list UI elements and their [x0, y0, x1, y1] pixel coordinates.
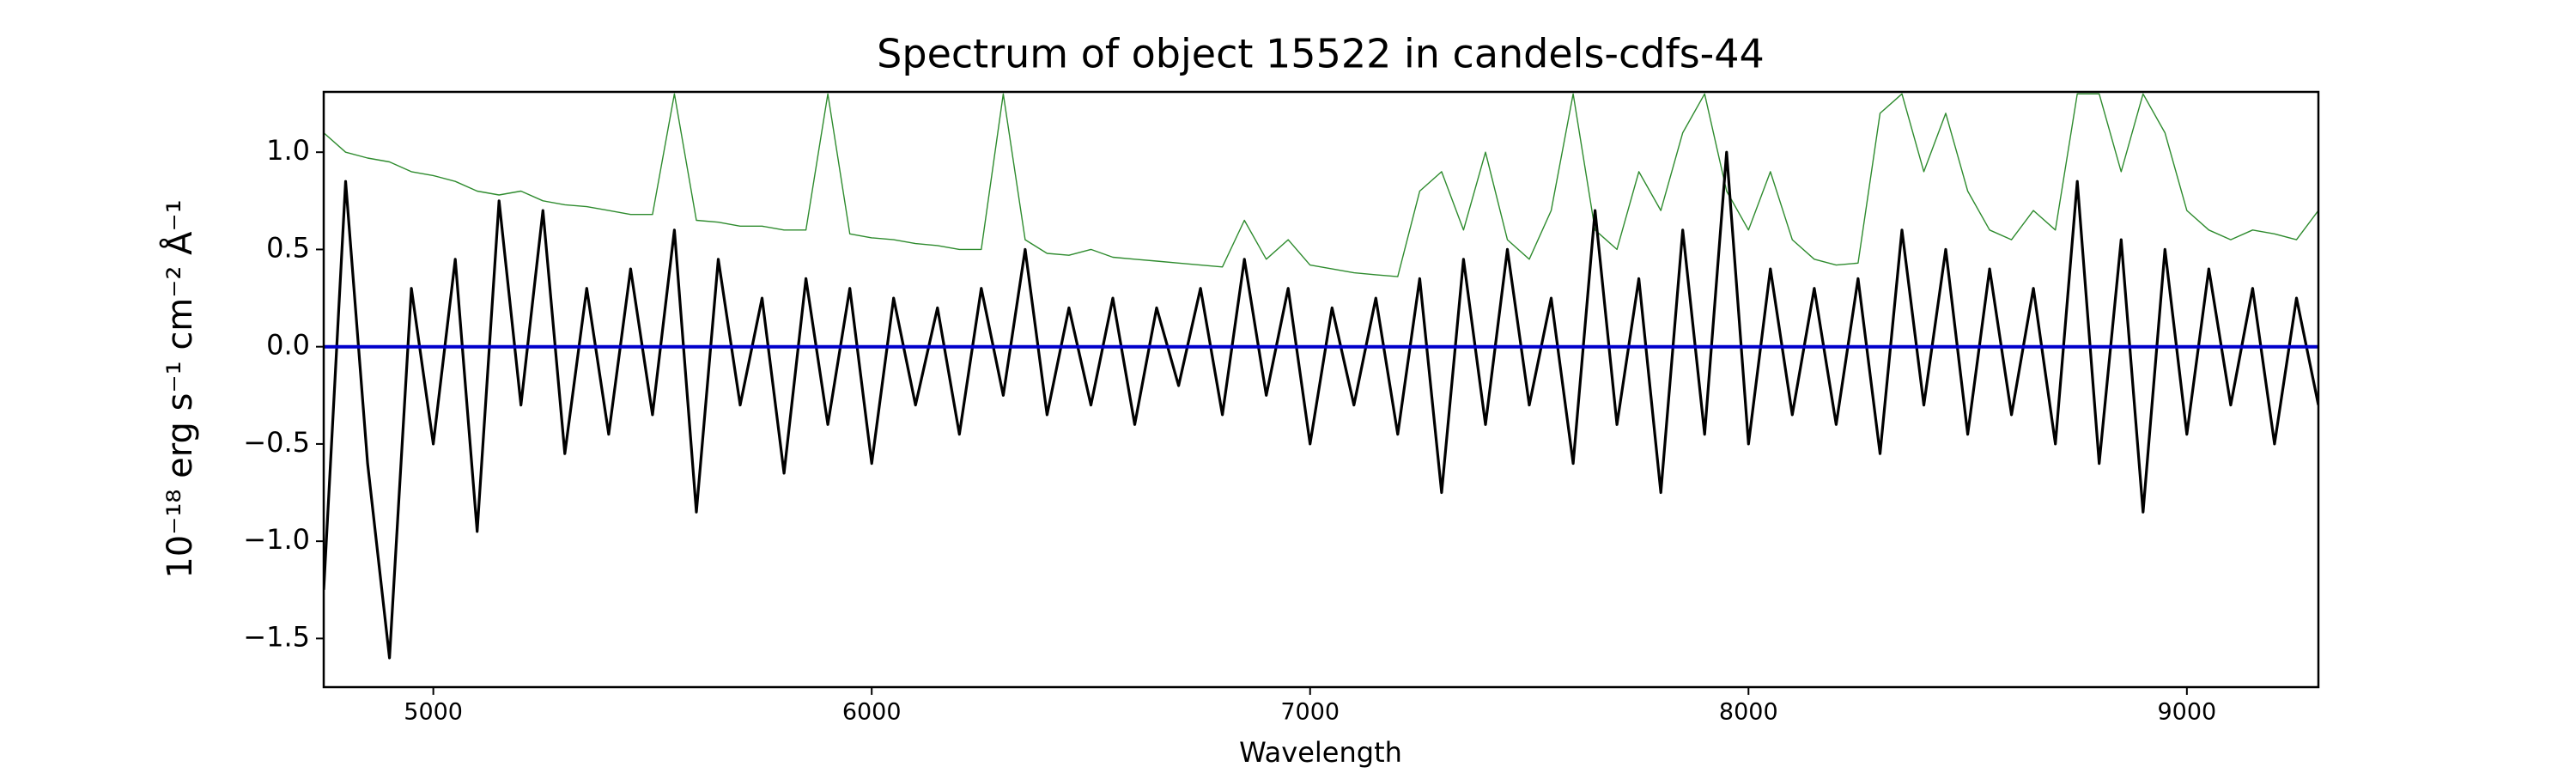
- spectrum-line: [324, 93, 2318, 277]
- y-tick-label: 0.0: [266, 329, 310, 362]
- x-tick-label: 5000: [404, 699, 463, 726]
- x-tick-label: 7000: [1280, 699, 1340, 726]
- axes-frame: [322, 90, 2320, 689]
- x-axis-label: Wavelength: [1239, 736, 1402, 769]
- y-axis-label: 10⁻¹⁸ erg s⁻¹ cm⁻² Å⁻¹: [159, 199, 200, 578]
- y-tick-label: −1.5: [243, 620, 310, 653]
- x-tick-label: 9000: [2157, 699, 2216, 726]
- spectrum-line: [324, 150, 2318, 660]
- x-tick-label: 8000: [1719, 699, 1778, 726]
- y-tick-label: 1.0: [266, 134, 310, 167]
- chart-title: Spectrum of object 15522 in candels-cdfs…: [877, 31, 1765, 77]
- y-tick-label: −0.5: [243, 426, 310, 459]
- plot-area: [324, 93, 2318, 660]
- x-tick-label: 6000: [842, 699, 902, 726]
- y-tick-label: −1.0: [243, 523, 310, 556]
- y-tick-label: 0.5: [266, 231, 310, 264]
